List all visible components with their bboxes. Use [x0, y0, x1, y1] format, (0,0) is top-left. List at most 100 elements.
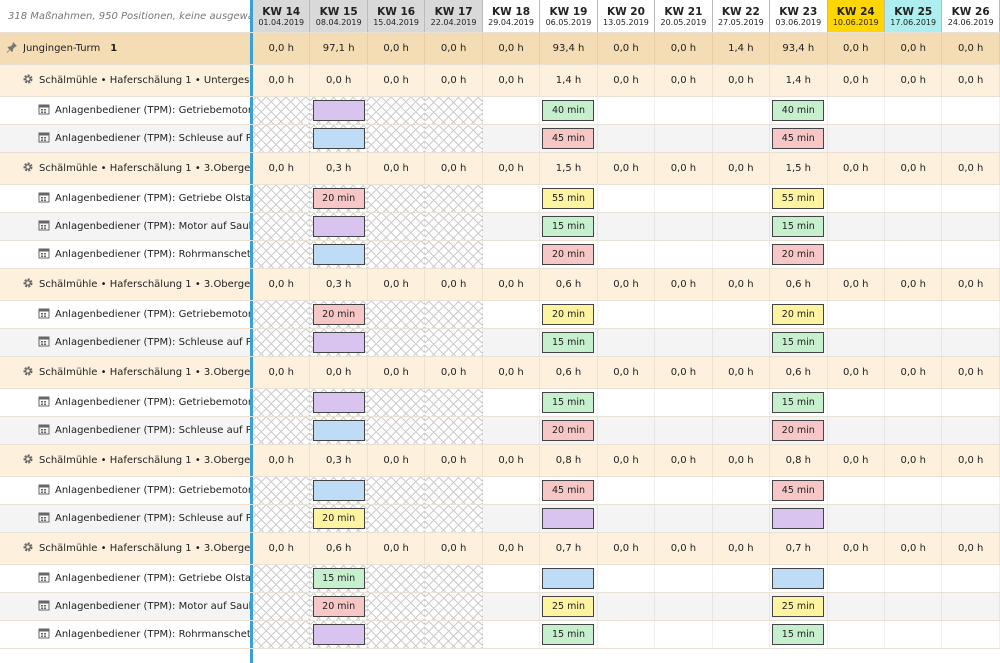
separator [250, 505, 253, 532]
task-label[interactable]: Anlagenbediener (TPM): Getriebe Ölstand … [0, 565, 250, 592]
task-cell [540, 505, 598, 532]
task-label[interactable]: Anlagenbediener (TPM): Getriebemotor auf [0, 97, 250, 124]
task-box[interactable]: 15 min [312, 568, 365, 589]
task-box[interactable]: 55 min [542, 188, 595, 209]
hours: 0,0 h [713, 65, 771, 96]
hours: 0,0 h [598, 269, 656, 300]
task-box[interactable] [312, 128, 365, 149]
task-box[interactable]: 20 min [542, 420, 595, 441]
week-header[interactable]: KW 19 06.05.2019 [540, 0, 598, 32]
task-box[interactable]: 15 min [772, 392, 825, 413]
task-row: Anlagenbediener (TPM): Rohrmanschette au… [0, 621, 1000, 649]
task-label[interactable]: Anlagenbediener (TPM): Schleuse auf Prod… [0, 329, 250, 356]
task-label[interactable]: Anlagenbediener (TPM): Getriebemotor auf [0, 477, 250, 504]
task-cell [770, 505, 828, 532]
task-label[interactable]: Anlagenbediener (TPM): Rohrmanschette au [0, 621, 250, 648]
group-label[interactable]: Schälmühle • Haferschälung 1 • 3.Oberges… [0, 357, 250, 388]
task-box[interactable]: 25 min [542, 596, 595, 617]
hours: 0,0 h [942, 357, 1000, 388]
task-box[interactable] [312, 100, 365, 121]
week-header[interactable]: KW 18 29.04.2019 [482, 0, 541, 32]
task-row: Anlagenbediener (TPM): Schleuse auf Prod… [0, 125, 1000, 153]
task-box[interactable] [312, 392, 365, 413]
week-header[interactable]: KW 14 01.04.2019 [253, 0, 311, 32]
task-box[interactable] [312, 216, 365, 237]
task-box[interactable]: 15 min [772, 332, 825, 353]
task-box[interactable]: 20 min [312, 188, 365, 209]
task-label[interactable]: Anlagenbediener (TPM): Getriebemotor auf [0, 301, 250, 328]
task-box[interactable] [772, 508, 825, 529]
task-cell [425, 301, 483, 328]
task-box[interactable]: 15 min [772, 216, 825, 237]
week-label: KW 20 [606, 5, 645, 18]
task-box[interactable] [312, 420, 365, 441]
task-box[interactable] [312, 332, 365, 353]
week-header[interactable]: KW 22 27.05.2019 [712, 0, 771, 32]
task-box[interactable]: 15 min [542, 216, 595, 237]
task-cell [598, 565, 656, 592]
task-label[interactable]: Anlagenbediener (TPM): Motor auf Sauberk… [0, 593, 250, 620]
hours: 0,0 h [425, 445, 483, 476]
task-box[interactable] [772, 568, 825, 589]
task-box[interactable]: 20 min [542, 244, 595, 265]
week-header[interactable]: KW 20 13.05.2019 [597, 0, 656, 32]
task-box[interactable]: 25 min [772, 596, 825, 617]
task-box[interactable]: 40 min [772, 100, 825, 121]
week-header[interactable]: KW 21 20.05.2019 [655, 0, 713, 32]
task-label[interactable]: Anlagenbediener (TPM): Schleuse auf Prod… [0, 125, 250, 152]
task-box[interactable]: 45 min [772, 128, 825, 149]
icon [38, 219, 50, 234]
group-label[interactable]: Schälmühle • Haferschälung 1 • 3.Oberges… [0, 153, 250, 184]
task-box[interactable]: 15 min [772, 624, 825, 645]
hours: 0,0 h [310, 357, 368, 388]
task-box[interactable]: 20 min [312, 508, 365, 529]
task-cell [713, 97, 771, 124]
group-label[interactable]: Schälmühle • Haferschälung 1 • 3.Oberges… [0, 445, 250, 476]
task-label[interactable]: Anlagenbediener (TPM): Getriebemotor auf [0, 389, 250, 416]
task-box[interactable]: 15 min [542, 392, 595, 413]
task-box[interactable]: 20 min [312, 596, 365, 617]
task-box[interactable]: 15 min [542, 332, 595, 353]
task-box[interactable]: 20 min [542, 304, 595, 325]
hours: 0,0 h [253, 269, 311, 300]
task-label[interactable]: Anlagenbediener (TPM): Motor auf Sauberk… [0, 213, 250, 240]
week-date: 22.04.2019 [430, 17, 477, 27]
task-box[interactable]: 55 min [772, 188, 825, 209]
task-box[interactable]: 45 min [542, 480, 595, 501]
task-box[interactable] [312, 624, 365, 645]
week-header[interactable]: KW 24 10.06.2019 [827, 0, 885, 32]
group-label[interactable]: Schälmühle • Haferschälung 1 • 3.Oberges… [0, 533, 250, 564]
task-box[interactable] [312, 244, 365, 265]
week-label: KW 19 [549, 5, 588, 18]
week-header[interactable]: KW 16 15.04.2019 [367, 0, 426, 32]
group-label[interactable]: Schälmühle • Haferschälung 1 • Untergesc… [0, 65, 250, 96]
task-box[interactable] [542, 568, 595, 589]
task-label[interactable]: Anlagenbediener (TPM): Getriebe Ölstand … [0, 185, 250, 212]
hours: 93,4 h [540, 33, 598, 64]
week-header[interactable]: KW 26 24.06.2019 [942, 0, 1000, 32]
task-box[interactable]: 45 min [542, 128, 595, 149]
task-cell: 45 min [770, 477, 828, 504]
task-label[interactable]: Anlagenbediener (TPM): Schleuse auf Prod… [0, 505, 250, 532]
week-header[interactable]: KW 25 17.06.2019 [884, 0, 943, 32]
task-box[interactable]: 20 min [772, 420, 825, 441]
week-date: 24.06.2019 [947, 17, 994, 27]
task-box[interactable]: 15 min [542, 624, 595, 645]
task-cell: 20 min [540, 417, 598, 444]
task-label[interactable]: Anlagenbediener (TPM): Schleuse auf Prod… [0, 417, 250, 444]
task-box[interactable]: 45 min [772, 480, 825, 501]
task-box[interactable] [542, 508, 595, 529]
task-label[interactable]: Anlagenbediener (TPM): Rohrmanschette au [0, 241, 250, 268]
task-box[interactable]: 20 min [772, 244, 825, 265]
week-header[interactable]: KW 23 03.06.2019 [770, 0, 828, 32]
hours: 0,6 h [540, 357, 598, 388]
week-header[interactable]: KW 17 22.04.2019 [425, 0, 483, 32]
task-box[interactable]: 20 min [312, 304, 365, 325]
task-box[interactable]: 40 min [542, 100, 595, 121]
task-box[interactable]: 20 min [772, 304, 825, 325]
week-date: 10.06.2019 [832, 17, 879, 27]
task-cell [713, 477, 771, 504]
task-box[interactable] [312, 480, 365, 501]
week-header[interactable]: KW 15 08.04.2019 [310, 0, 368, 32]
group-label[interactable]: Schälmühle • Haferschälung 1 • 3.Oberges… [0, 269, 250, 300]
